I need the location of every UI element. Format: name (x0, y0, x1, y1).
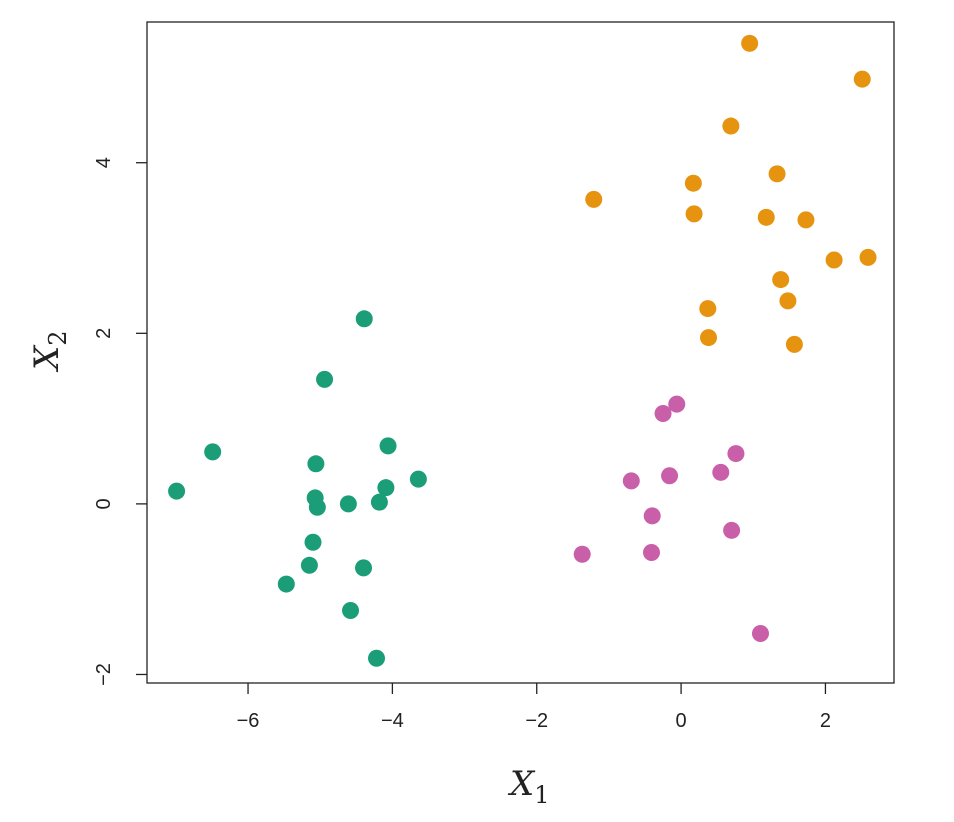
plot-frame (146, 21, 895, 684)
data-point (643, 507, 661, 525)
data-point (622, 472, 640, 490)
y-tick-label: 2 (93, 328, 115, 339)
data-point (668, 395, 686, 413)
data-point (573, 545, 591, 563)
data-points (168, 34, 877, 667)
data-point (768, 165, 786, 183)
data-point (355, 559, 373, 577)
data-point (797, 211, 815, 229)
data-point (409, 470, 427, 488)
data-point (757, 208, 775, 226)
data-point (853, 70, 871, 88)
data-point (712, 463, 730, 481)
data-point (168, 482, 186, 500)
data-point (308, 498, 326, 516)
data-point (277, 575, 295, 593)
data-point (379, 437, 397, 455)
x-tick-label: −6 (237, 710, 260, 732)
x-axis-title: X1 (507, 764, 550, 809)
data-point (370, 493, 388, 511)
data-point (304, 533, 322, 551)
data-point (723, 521, 741, 539)
y-tick-label: 4 (93, 157, 115, 168)
x-tick-label: −2 (525, 710, 548, 732)
data-point (368, 649, 386, 667)
x-tick-label: 2 (820, 710, 831, 732)
data-point (751, 625, 769, 643)
y-axis: −2 0 2 4 (93, 157, 147, 686)
x-axis: −6 −4 −2 0 2 (237, 683, 831, 732)
y-tick-label: −2 (93, 663, 115, 686)
y-axis-title: X2 (27, 331, 72, 374)
x-tick-label: −4 (381, 710, 404, 732)
data-point (661, 467, 679, 485)
data-point (741, 34, 759, 52)
data-point (685, 205, 703, 223)
data-point (355, 310, 373, 328)
x-tick-label: 0 (676, 710, 687, 732)
data-point (300, 556, 318, 574)
data-point (684, 174, 702, 192)
data-point (339, 495, 357, 513)
data-point (307, 455, 325, 473)
data-point (779, 292, 797, 310)
data-point (825, 251, 843, 269)
data-point (316, 370, 334, 388)
data-point (342, 602, 360, 620)
data-point (642, 544, 660, 562)
data-point (204, 443, 222, 461)
data-point (859, 248, 877, 266)
data-point (700, 329, 718, 347)
data-point (727, 445, 745, 463)
data-point (699, 300, 717, 318)
data-point (585, 190, 603, 208)
y-tick-label: 0 (93, 498, 115, 509)
data-point (377, 479, 395, 497)
data-point (772, 271, 790, 289)
data-point (722, 117, 740, 135)
data-point (785, 335, 803, 353)
data-point (654, 404, 672, 422)
